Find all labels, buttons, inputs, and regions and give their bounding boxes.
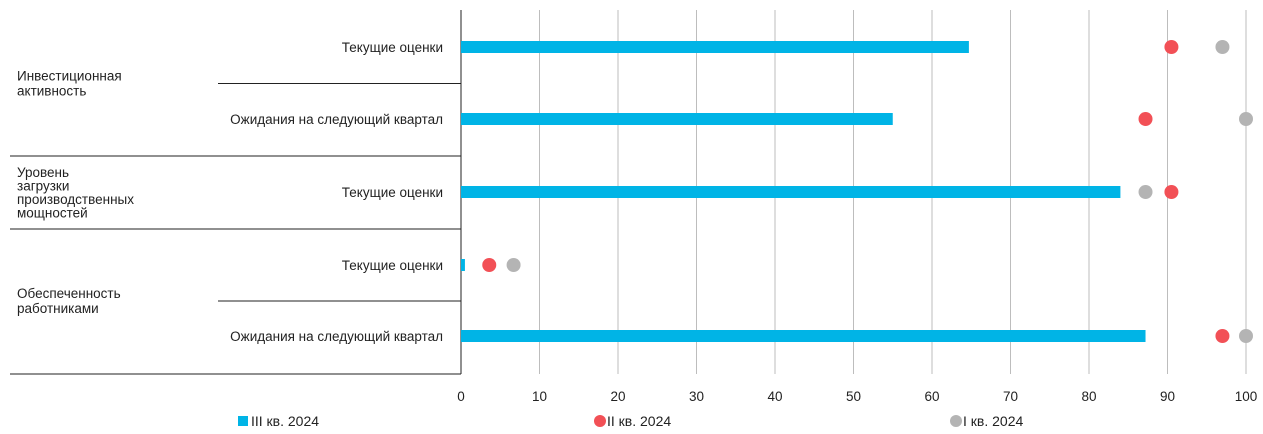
- group-labels: Инвестиционная активность Уровень загрузки п…: [17, 69, 134, 317]
- bar: [461, 113, 893, 125]
- x-axis-ticks: 0 10 20 30 40 50 60 70 80 90 100: [457, 389, 1257, 404]
- x-tick-label: 60: [924, 389, 939, 404]
- x-tick-label: 100: [1235, 389, 1258, 404]
- row-label: Текущие оценки: [342, 40, 443, 55]
- legend-swatch: [594, 415, 606, 427]
- x-tick-label: 50: [846, 389, 861, 404]
- legend-item: II кв. 2024: [594, 413, 671, 429]
- x-tick-label: 0: [457, 389, 465, 404]
- x-tick-label: 10: [532, 389, 547, 404]
- dot-point: [1215, 40, 1230, 54]
- dot-point: [482, 258, 497, 272]
- group-label: Обеспеченность работниками: [17, 286, 121, 316]
- x-tick-label: 70: [1003, 389, 1018, 404]
- legend: III кв. 2024 II кв. 2024 I кв. 2024: [238, 413, 1023, 429]
- row-labels: Текущие оценки Ожидания на следующий квар…: [230, 40, 443, 344]
- group-label: Инвестиционная активность: [17, 69, 122, 99]
- bar: [461, 330, 1146, 342]
- bar-series: [461, 41, 1146, 342]
- dot-point: [1215, 329, 1230, 343]
- x-tick-label: 90: [1160, 389, 1175, 404]
- legend-swatch: [238, 416, 248, 426]
- legend-label: II кв. 2024: [607, 413, 671, 429]
- bar: [461, 41, 969, 53]
- bar: [461, 186, 1121, 198]
- group-label: Уровень загрузки производственных мощностей: [17, 165, 134, 221]
- x-tick-label: 30: [689, 389, 704, 404]
- dot-point: [506, 258, 521, 272]
- dot-point: [1138, 112, 1153, 126]
- legend-item: III кв. 2024: [238, 413, 319, 429]
- dot-series: [482, 40, 1253, 343]
- row-label: Текущие оценки: [342, 185, 443, 200]
- row-label: Ожидания на следующий квартал: [230, 112, 443, 127]
- chart-frame: [10, 10, 462, 375]
- legend-swatch: [950, 415, 962, 427]
- dot-point: [1239, 329, 1253, 343]
- x-tick-label: 20: [610, 389, 625, 404]
- x-tick-label: 40: [767, 389, 782, 404]
- legend-label: III кв. 2024: [251, 413, 319, 429]
- row-label: Ожидания на следующий квартал: [230, 329, 443, 344]
- dot-point: [1239, 112, 1253, 126]
- x-tick-label: 80: [1081, 389, 1096, 404]
- dot-point: [1164, 40, 1179, 54]
- legend-label: I кв. 2024: [963, 413, 1023, 429]
- row-label: Текущие оценки: [342, 258, 443, 273]
- bar: [461, 259, 465, 271]
- dot-point: [1138, 185, 1153, 199]
- dot-point: [1164, 185, 1179, 199]
- legend-item: I кв. 2024: [950, 413, 1023, 429]
